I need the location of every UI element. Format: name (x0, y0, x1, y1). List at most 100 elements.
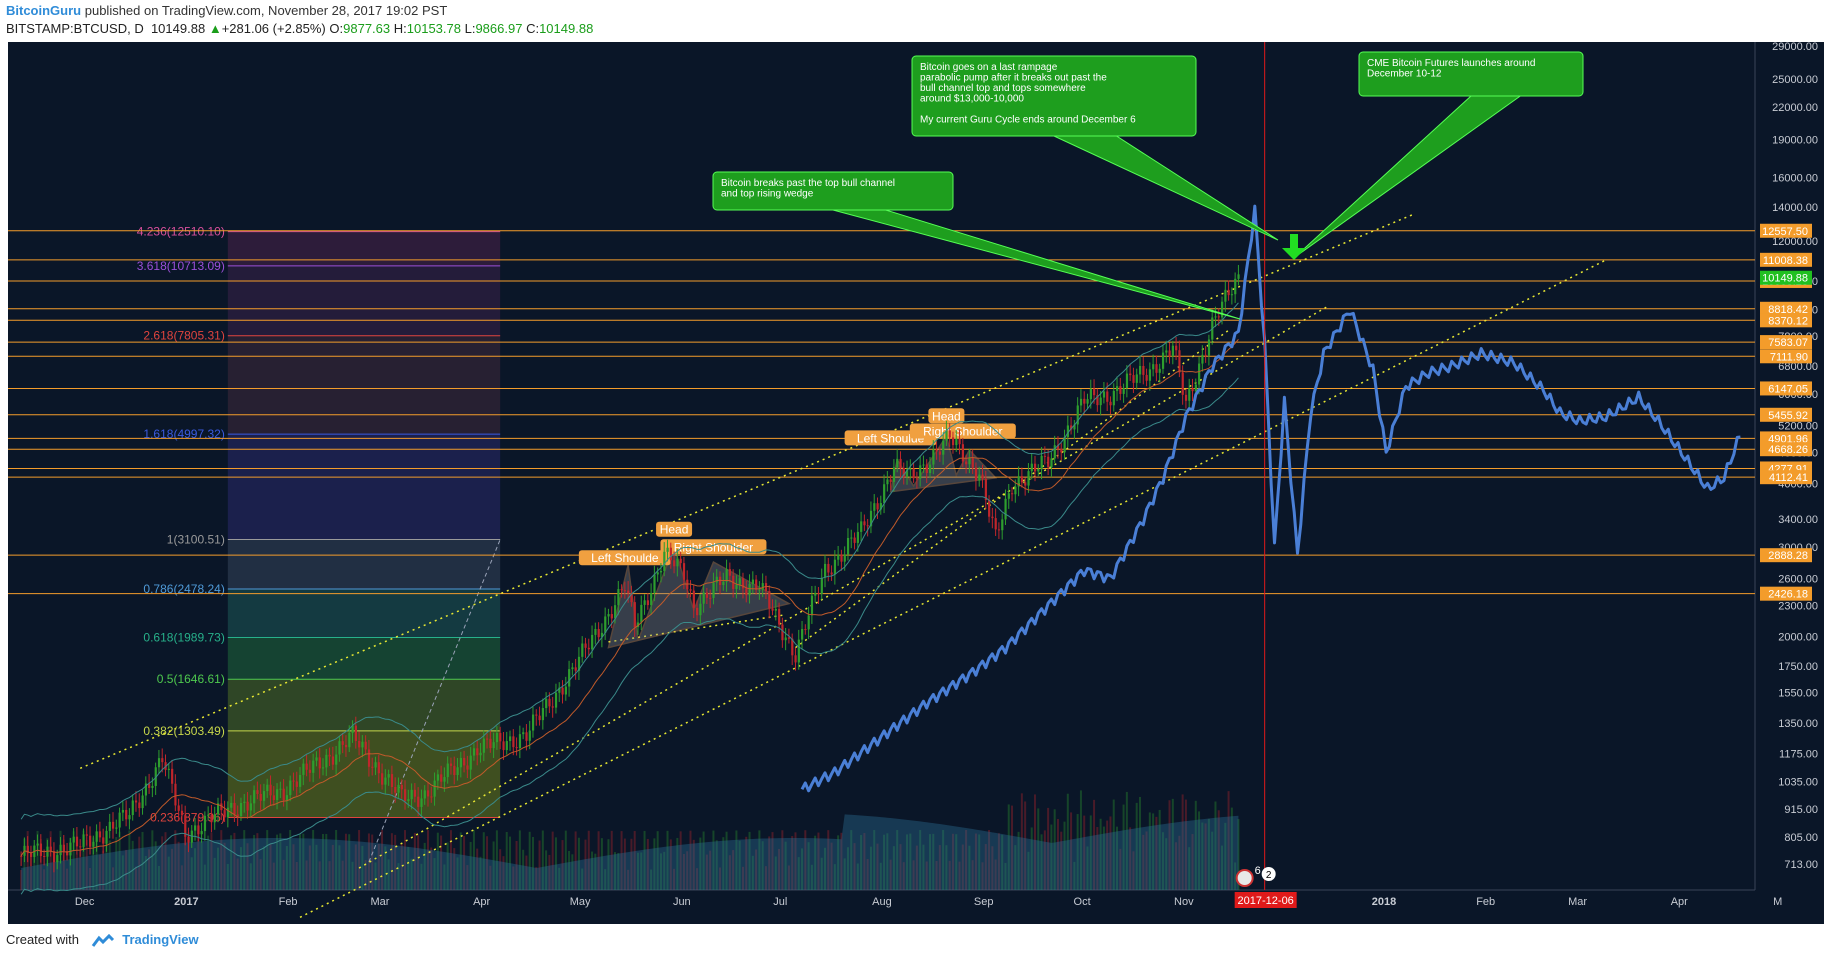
volume-bar (1106, 820, 1109, 890)
volume-bar (594, 853, 597, 890)
candle-body (95, 831, 98, 842)
candle-body (1145, 374, 1148, 381)
candle-body (735, 584, 738, 589)
volume-bar (787, 865, 790, 890)
candle-body (1063, 437, 1066, 453)
volume-bar (1001, 834, 1004, 890)
candle-body (371, 766, 374, 768)
volume-bar (1207, 818, 1210, 890)
candle-body (285, 795, 289, 801)
volume-bar (948, 860, 951, 890)
pattern-label: Head (932, 409, 961, 423)
candle-body (443, 777, 446, 782)
candle-body (837, 554, 840, 560)
volume-bar (1181, 794, 1184, 890)
volume-bar (679, 831, 682, 890)
candle-body (574, 667, 577, 671)
volume-bar (587, 830, 590, 890)
volume-bar (938, 845, 941, 890)
time-tick-label: Mar (1568, 896, 1587, 908)
volume-bar (951, 833, 954, 890)
candle-body (558, 687, 561, 693)
volume-bar (1188, 847, 1191, 890)
volume-bar (899, 844, 902, 890)
pattern-label: Head (660, 523, 689, 537)
callout-text: bull channel top and tops somewhere (920, 83, 1086, 94)
candle-body (554, 692, 558, 708)
volume-bar (194, 848, 197, 890)
volume-bar (23, 838, 26, 890)
volume-bar (390, 833, 393, 890)
volume-bar (1227, 791, 1230, 890)
moving-average-line (20, 339, 1239, 857)
volume-bar (906, 834, 909, 890)
volume-bar (157, 865, 160, 890)
price-chart[interactable]: 0.236(879.96) 0.382(1303.49) 0.5(1646.61) 0… (0, 42, 1824, 924)
candle-body (43, 855, 46, 857)
candle-body (1178, 350, 1181, 373)
candle-body (423, 790, 426, 799)
candle-body (804, 629, 807, 631)
volume-bar (869, 846, 872, 890)
volume-bar (1011, 805, 1014, 890)
volume-bar (266, 830, 269, 890)
volume-bar (29, 852, 32, 890)
volume-bar (1099, 818, 1102, 890)
volume-bar (312, 830, 315, 890)
volume-bar (692, 839, 695, 890)
volume-bar (1076, 814, 1079, 890)
level-price-box (1760, 349, 1812, 364)
volume-bar (768, 836, 771, 890)
candle-body (951, 437, 955, 446)
candle-body (1234, 278, 1237, 295)
candle-body (1047, 456, 1050, 468)
candle-body (1020, 476, 1024, 483)
time-tick-label: Jul (773, 896, 787, 908)
volume-bar (269, 843, 272, 890)
candle-body (1142, 365, 1145, 375)
candle-body (102, 837, 105, 844)
volume-bar (650, 869, 653, 890)
candle-body (564, 686, 567, 695)
candle-body (157, 758, 161, 768)
level-price-box (1760, 381, 1812, 396)
volume-bar (843, 858, 846, 890)
cursor-date-box (1234, 892, 1297, 908)
time-tick-label: Apr (1671, 896, 1688, 908)
candle-body (374, 762, 377, 768)
fib-label: 0.382(1303.49) (143, 724, 224, 738)
volume-bar (564, 830, 567, 890)
volume-bar (318, 861, 321, 890)
volume-bar (381, 830, 384, 890)
time-tick-label: Oct (1074, 896, 1091, 908)
volume-bar (279, 833, 282, 890)
level-price-label: 8370.12 (1768, 315, 1808, 327)
volume-bar (997, 833, 1000, 890)
volume-bar (85, 839, 88, 890)
tradingview-brand[interactable]: TradingView (122, 932, 199, 947)
volume-bar (341, 860, 344, 890)
candle-body (377, 762, 380, 774)
price-tick-label: 29000.00 (1772, 42, 1818, 53)
candle-body (948, 430, 951, 438)
volume-bar (1168, 800, 1171, 890)
candle-body (194, 825, 197, 831)
price-tick-label: 1035.00 (1778, 777, 1818, 789)
author-link[interactable]: BitcoinGuru (6, 3, 82, 18)
candle-body (518, 734, 522, 749)
volume-bar (827, 830, 830, 890)
candle-body (791, 638, 794, 656)
candle-body (968, 458, 971, 465)
candle-body (1188, 388, 1191, 401)
candle-body (561, 687, 564, 695)
level-price-box (1760, 586, 1812, 601)
volume-bar (190, 857, 193, 890)
candle-body (272, 795, 275, 800)
candle-body (331, 756, 335, 765)
candle-body (719, 576, 722, 586)
volume-bar (705, 854, 708, 890)
candle-body (279, 788, 282, 790)
candle-body (413, 789, 417, 797)
volume-bar (1116, 826, 1119, 890)
volume-bar (712, 830, 715, 890)
